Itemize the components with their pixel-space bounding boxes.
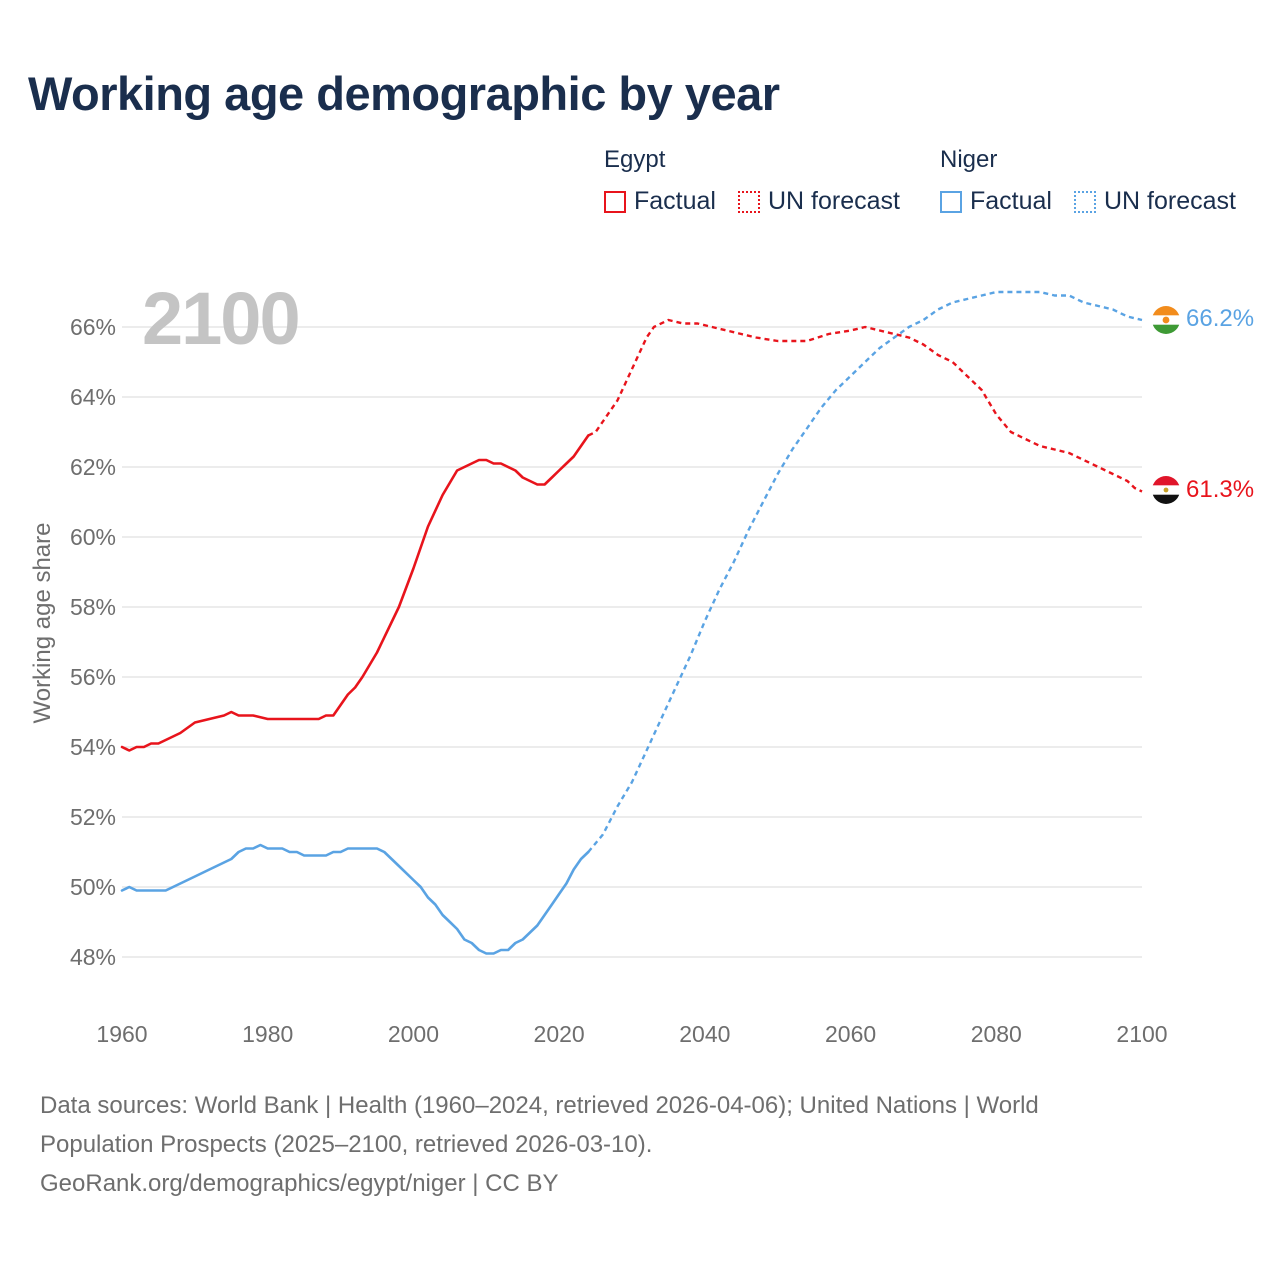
legend-egypt-factual[interactable]: Factual: [604, 187, 716, 216]
niger-flag-icon: [1152, 306, 1180, 334]
x-tick-label: 2020: [534, 1021, 585, 1047]
chart-title: Working age demographic by year: [28, 67, 780, 120]
legend-niger: Niger Factual UN forecast: [940, 142, 1260, 222]
niger-factual-line: [120, 843, 590, 955]
footer-line-3: GeoRank.org/demographics/egypt/niger | C…: [40, 1170, 559, 1197]
legend-niger-name: Niger: [940, 146, 998, 173]
year-watermark: 2100: [142, 277, 299, 360]
egypt-flag-icon: [1152, 476, 1180, 504]
x-tick-label: 2100: [1116, 1021, 1167, 1047]
legend-egypt-factual-swatch: [604, 190, 626, 213]
x-tick-label: 2060: [825, 1021, 876, 1047]
y-axis-label: Working age share: [29, 523, 56, 724]
legend-niger-forecast[interactable]: UN forecast: [1074, 187, 1236, 216]
y-tick-label: 62%: [70, 454, 116, 480]
legend-niger-forecast-label: UN forecast: [1104, 187, 1236, 215]
legend-niger-factual-swatch: [940, 190, 962, 213]
x-tick-label: 1980: [242, 1021, 293, 1047]
line-chart: 48% 50% 52% 54% 56% 58% 60% 62% 64% 66% 1960 1980 2…: [29, 277, 1254, 1047]
y-tick-label: 48%: [70, 944, 116, 970]
legend-niger-forecast-swatch: [1074, 190, 1096, 213]
y-tick-label: 60%: [70, 524, 116, 550]
legend-egypt-factual-label: Factual: [634, 187, 716, 215]
footer-line-1: Data sources: World Bank | Health (1960–…: [40, 1092, 1039, 1119]
legend-niger-factual[interactable]: Factual: [940, 187, 1052, 216]
legend-egypt-forecast-label: UN forecast: [768, 187, 900, 215]
y-tick-label: 66%: [70, 314, 116, 340]
footer-line-2: Population Prospects (2025–2100, retriev…: [40, 1131, 653, 1158]
legend-egypt: Egypt Factual UN forecast: [604, 142, 924, 222]
egypt-forecast-line: [587, 318, 1143, 493]
x-tick-label: 1960: [96, 1021, 147, 1047]
y-tick-label: 56%: [70, 664, 116, 690]
legend-egypt-forecast-swatch: [738, 190, 760, 213]
y-tick-label: 58%: [70, 594, 116, 620]
niger-end-label: 66.2%: [1186, 305, 1254, 332]
y-tick-label: 64%: [70, 384, 116, 410]
legend-egypt-forecast[interactable]: UN forecast: [738, 187, 900, 216]
footer-sources: Data sources: World Bank | Health (1960–…: [40, 1086, 1240, 1203]
y-tick-label: 52%: [70, 804, 116, 830]
niger-forecast-line: [587, 290, 1143, 853]
legend-egypt-name: Egypt: [604, 146, 666, 173]
y-tick-label: 50%: [70, 874, 116, 900]
y-tick-label: 54%: [70, 734, 116, 760]
x-tick-label: 2040: [679, 1021, 730, 1047]
egypt-factual-line: [120, 434, 590, 752]
x-tick-label: 2080: [971, 1021, 1022, 1047]
legend-niger-factual-label: Factual: [970, 187, 1052, 215]
egypt-end-label: 61.3%: [1186, 476, 1254, 503]
x-tick-label: 2000: [388, 1021, 439, 1047]
